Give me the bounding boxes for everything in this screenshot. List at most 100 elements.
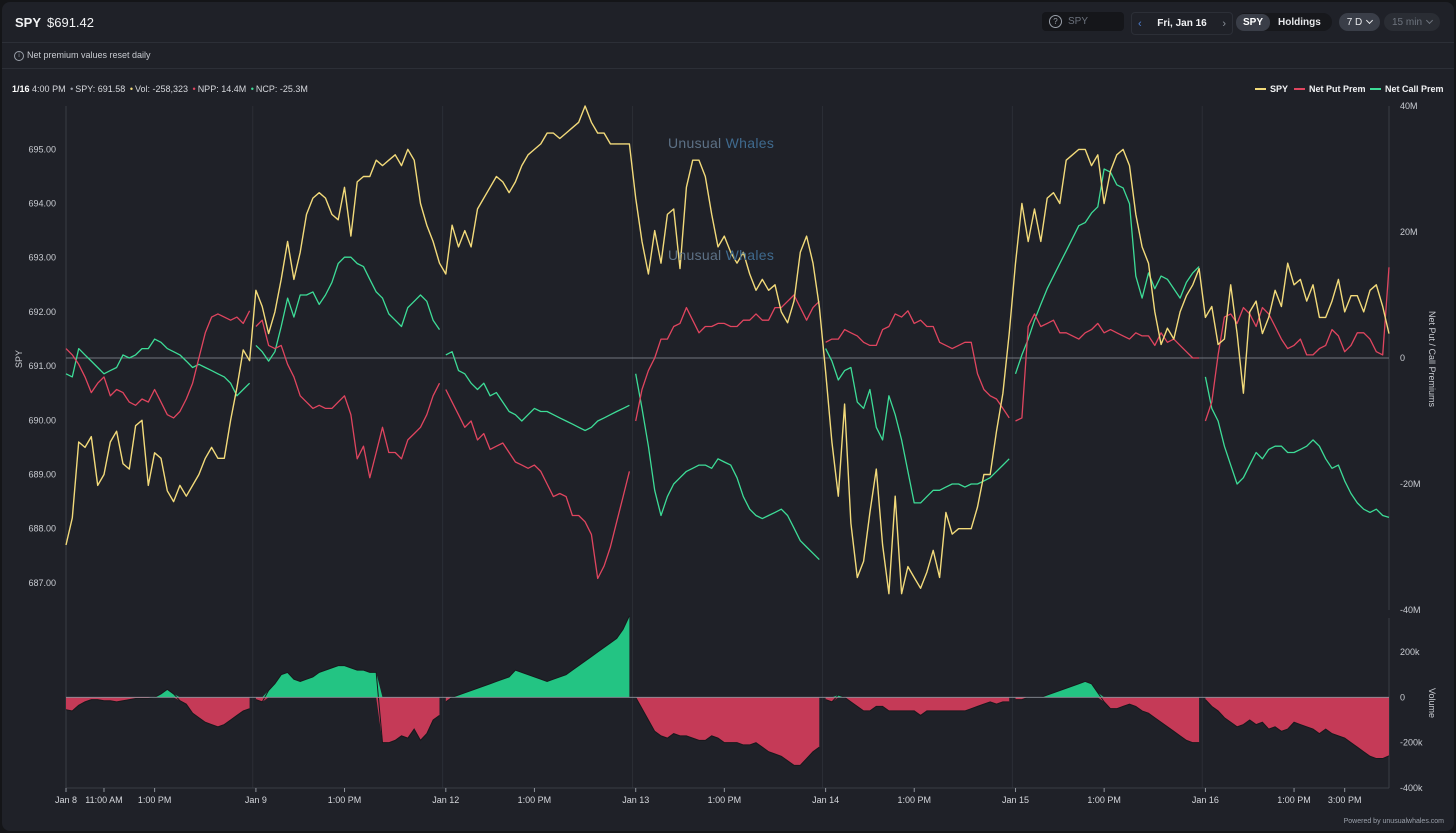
net-put-prem-line: [65, 310, 251, 419]
net-call-prem-line: [635, 373, 820, 561]
volume-negative-area: [66, 697, 250, 727]
prev-day-icon[interactable]: ‹: [1138, 17, 1142, 30]
y-axis-title: SPY: [14, 350, 24, 368]
help-icon: ?: [1049, 15, 1062, 28]
interval-select[interactable]: 15 min: [1384, 13, 1440, 31]
interval-value: 15 min: [1391, 16, 1422, 28]
volume-outline: [1205, 699, 1390, 760]
x-tick-label: 11:00 AM: [85, 795, 122, 805]
y3-tick-label: 200k: [1400, 647, 1420, 657]
x-tick-label: Jan 16: [1192, 795, 1219, 805]
y-tick-label: 689.00: [28, 470, 56, 480]
range-value: 7 D: [1346, 16, 1363, 28]
x-tick-label: 1:00 PM: [897, 795, 931, 805]
watermark-mid: Unusual Whales: [668, 247, 775, 263]
crosshair-readout: 1/16 4:00 PM • SPY: 691.58 • Vol: -258,323…: [12, 84, 308, 94]
net-put-prem-line: [1204, 267, 1390, 422]
y3-tick-label: -200k: [1400, 738, 1423, 748]
info-text: Net premium values reset daily: [27, 50, 151, 60]
legend-net-call[interactable]: Net Call Prem: [1370, 84, 1444, 94]
x-tick-label: 1:00 PM: [708, 795, 742, 805]
ticker-symbol: SPY: [15, 15, 42, 30]
y-tick-label: 687.00: [28, 578, 56, 588]
footer-credit: Powered by unusualwhales.com: [1343, 818, 1444, 825]
net-call-prem-line: [445, 351, 630, 432]
readout-ncp: NCP: -25.3M: [255, 84, 308, 94]
y2-tick-label: 0: [1400, 353, 1405, 363]
net-put-prem-line: [635, 294, 820, 422]
y-tick-label: 695.00: [28, 144, 56, 154]
x-tick-label: Jan 13: [622, 795, 649, 805]
y2-tick-label: -20M: [1400, 479, 1421, 489]
volume-negative-area: [635, 697, 820, 766]
spy-price-line: [65, 105, 1390, 595]
y3-tick-label: -400k: [1400, 783, 1423, 793]
volume-positive-area: [445, 615, 630, 698]
net-put-prem-line: [445, 389, 631, 580]
readout-date: 1/16: [12, 84, 30, 94]
legend-swatch: [1255, 88, 1266, 90]
info-icon: i: [14, 51, 24, 61]
net-call-prem-line: [1014, 168, 1200, 375]
ticker-price: $691.42: [47, 15, 95, 30]
y2-axis-title: Net Put / Call Premiums: [1427, 311, 1437, 408]
x-tick-label: 1:00 PM: [328, 795, 362, 805]
y3-tick-label: 0: [1400, 692, 1405, 702]
ticker-title: SPY $691.42: [15, 15, 94, 30]
x-tick-label: 1:00 PM: [518, 795, 552, 805]
x-tick-label: 1:00 PM: [138, 795, 172, 805]
top-bar: SPY $691.42 ? SPY ‹ Fri, Jan 16 › SPY Hol…: [2, 2, 1454, 43]
range-select[interactable]: 7 D: [1339, 13, 1380, 31]
readout-spy: SPY: 691.58: [75, 84, 126, 94]
legend-spy[interactable]: SPY: [1255, 84, 1288, 94]
tab-spy[interactable]: SPY: [1236, 13, 1271, 31]
date-picker[interactable]: ‹ Fri, Jan 16 ›: [1131, 12, 1233, 35]
y-tick-label: 694.00: [28, 199, 56, 209]
readout-time: 4:00 PM: [32, 84, 66, 94]
y3-axis-title: Volume: [1427, 688, 1437, 718]
volume-positive-area: [255, 665, 440, 698]
info-bar: i Net premium values reset daily: [2, 43, 1454, 69]
watermark-top: Unusual Whales: [668, 135, 775, 151]
net-put-prem-line: [825, 310, 1010, 419]
net-put-prem-line: [1015, 313, 1200, 422]
legend-swatch: [1294, 88, 1305, 90]
volume-outline: [255, 665, 440, 744]
y2-tick-label: 40M: [1400, 101, 1418, 111]
x-tick-label: Jan 9: [245, 795, 267, 805]
legend-net-put[interactable]: Net Put Prem: [1294, 84, 1366, 94]
y2-tick-label: -40M: [1400, 605, 1421, 615]
search-input[interactable]: SPY: [1068, 16, 1089, 27]
net-call-prem-line: [65, 338, 251, 397]
volume-outline: [445, 615, 630, 703]
x-tick-label: Jan 14: [812, 795, 839, 805]
x-tick-label: Jan 8: [55, 795, 77, 805]
date-label: Fri, Jan 16: [1157, 18, 1207, 29]
y-tick-label: 691.00: [28, 361, 56, 371]
readout-npp: NPP: 14.4M: [197, 84, 247, 94]
volume-outline: [1015, 680, 1200, 744]
view-toggle: SPY Holdings: [1236, 13, 1332, 31]
volume-negative-area: [255, 697, 440, 743]
readout-vol: Vol: -258,323: [134, 84, 189, 94]
next-day-icon[interactable]: ›: [1222, 17, 1226, 30]
net-call-prem-line: [825, 348, 1010, 504]
volume-positive-area: [1015, 681, 1200, 698]
net-call-prem-line: [255, 256, 441, 362]
legend-label: Net Put Prem: [1309, 84, 1366, 94]
y-tick-label: 690.00: [28, 415, 56, 425]
x-tick-label: 1:00 PM: [1087, 795, 1121, 805]
volume-outline: [825, 694, 1010, 717]
legend-label: Net Call Prem: [1385, 84, 1444, 94]
net-call-prem-line: [1204, 376, 1390, 519]
y-tick-label: 692.00: [28, 307, 56, 317]
ticker-search[interactable]: ? SPY: [1042, 12, 1124, 31]
x-tick-label: 1:00 PM: [1277, 795, 1311, 805]
volume-negative-area: [445, 697, 630, 702]
legend-swatch: [1370, 88, 1381, 90]
y2-tick-label: 20M: [1400, 227, 1418, 237]
volume-negative-area: [1015, 697, 1200, 743]
tab-holdings[interactable]: Holdings: [1278, 16, 1321, 28]
